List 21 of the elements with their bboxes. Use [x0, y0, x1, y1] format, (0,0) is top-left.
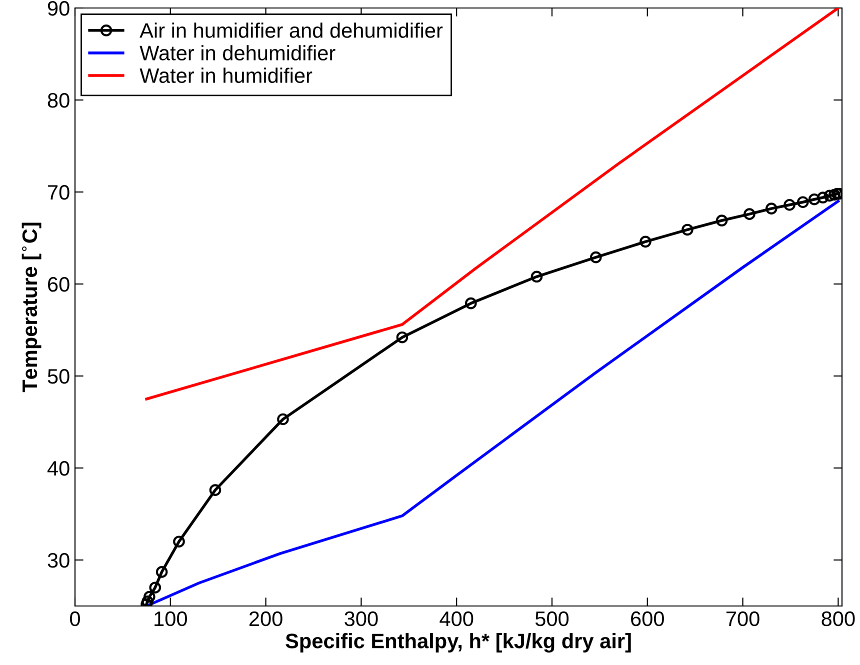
x-tick-label: 800	[822, 611, 855, 626]
x-tick-label: 100	[154, 611, 187, 626]
y-tick-label: 70	[48, 185, 70, 200]
x-tick-label: 300	[344, 611, 378, 626]
x-tick-label: 400	[440, 611, 474, 626]
y-tick-label: 30	[48, 553, 70, 568]
y-tick-label: 40	[47, 461, 70, 476]
x-tick-label: 0	[70, 611, 80, 626]
x-axis-title: Specific Enthalpy, h* [kJ/kg dry air]	[286, 633, 631, 653]
legend-label: Water in dehumidifier	[140, 45, 336, 60]
y-tick-label: 80	[48, 93, 70, 108]
y-tick-label: 50	[48, 369, 70, 384]
legend-label: Air in humidifier and dehumidifier	[140, 22, 443, 38]
x-tick-label: 200	[249, 611, 282, 626]
y-tick-label: 90	[48, 1, 70, 16]
x-tick-label: 500	[535, 611, 569, 626]
y-tick-label: 60	[48, 277, 70, 292]
y-axis-title: Temperature [$^{∘}$C]	[22, 222, 42, 392]
x-tick-label: 700	[726, 611, 760, 626]
x-tick-label: 600	[631, 611, 664, 626]
legend-label: Water in humidifier	[140, 68, 312, 83]
